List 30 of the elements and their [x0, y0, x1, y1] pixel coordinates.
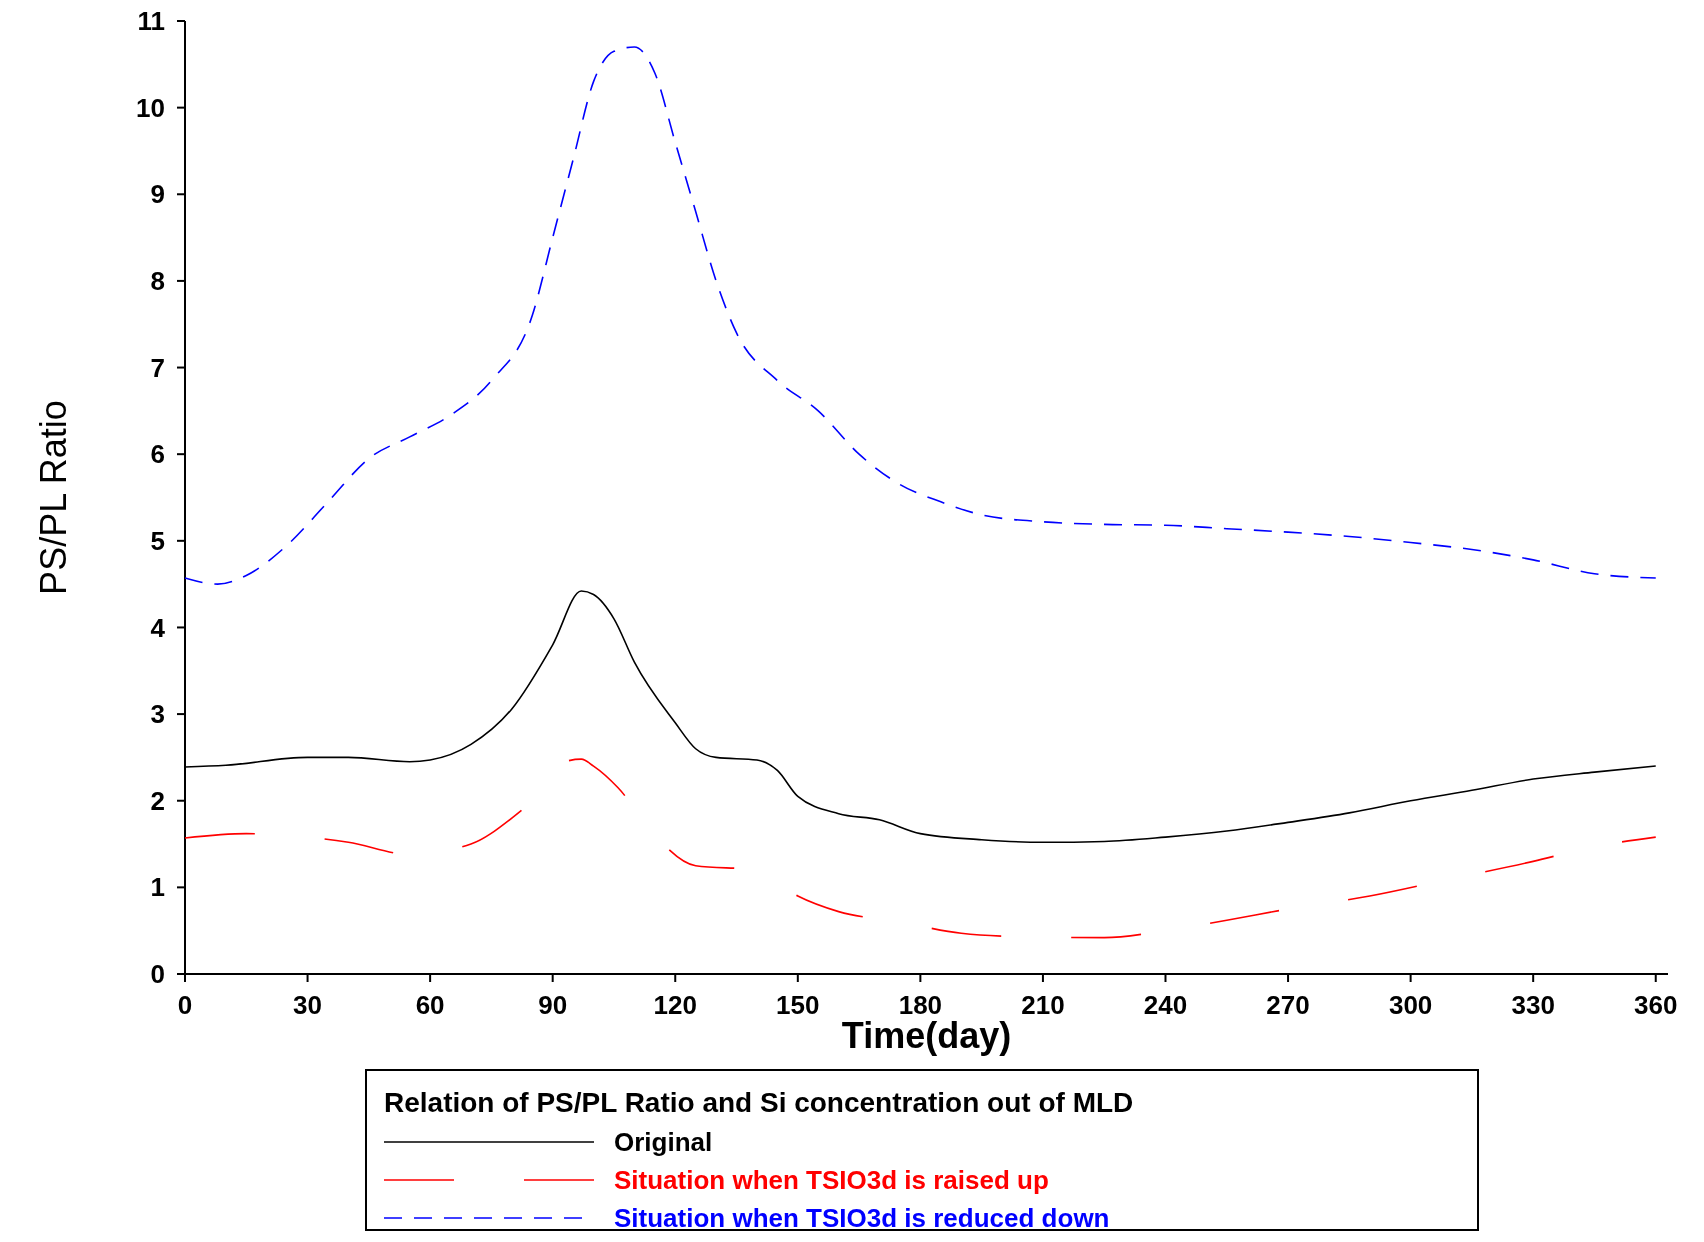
x-tick-label: 30	[293, 990, 323, 1020]
x-tick-label: 90	[538, 990, 568, 1020]
line-series	[184, 46, 1657, 585]
x-tick-label: 300	[1388, 990, 1433, 1020]
y-tick-label: 11	[137, 6, 165, 37]
y-tick-label: 3	[150, 699, 165, 730]
y-tick-label: 6	[150, 439, 165, 470]
y-tick-label: 8	[150, 266, 165, 297]
y-tick-label: 10	[136, 92, 165, 123]
y-tick-label: 0	[150, 959, 165, 990]
x-tick-label: 240	[1143, 990, 1188, 1020]
y-tick-label: 5	[150, 525, 165, 556]
y-tick-label: 9	[150, 179, 165, 210]
x-tick-label: 0	[177, 990, 193, 1020]
x-tick-label: 150	[776, 990, 820, 1020]
x-tick-label: 60	[415, 990, 445, 1020]
legend-title: Relation of PS/PL Ratio and Si concentration out of MLD	[384, 1087, 1134, 1118]
y-tick-label: 1	[150, 872, 165, 903]
y-tick-label: 2	[150, 785, 165, 816]
x-tick-label: 270	[1266, 990, 1310, 1020]
text: Situation when TSIO3d is reduced down	[614, 1203, 1110, 1234]
y-tick-label: 7	[150, 352, 165, 383]
y-tick-label: 4	[150, 612, 166, 643]
x-tick-label: 120	[653, 990, 697, 1020]
x-tick-label: 330	[1511, 990, 1555, 1020]
y-axis-title: PS/PL Ratio	[33, 400, 74, 595]
text: Situation when TSIO3d is raised up	[614, 1165, 1049, 1196]
text: Original	[614, 1127, 713, 1158]
x-tick-label: 360	[1634, 990, 1678, 1020]
x-tick-label: 210	[1021, 990, 1065, 1020]
